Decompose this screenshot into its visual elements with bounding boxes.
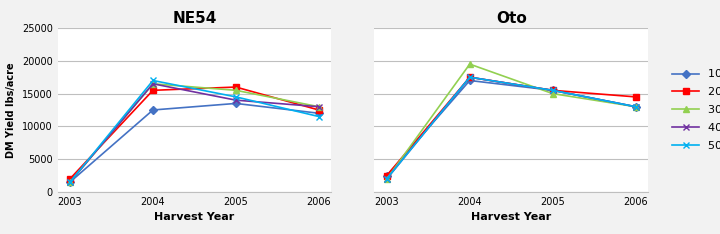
10 PLS <box>549 89 557 92</box>
Line: 40 PLS: 40 PLS <box>66 80 323 186</box>
50 PLS <box>148 79 157 82</box>
20 PLS <box>315 109 323 111</box>
30 PLS <box>232 89 240 92</box>
10 PLS <box>465 79 474 82</box>
50 PLS <box>631 105 640 108</box>
Title: NE54: NE54 <box>172 11 217 26</box>
20 PLS <box>232 86 240 88</box>
30 PLS <box>315 105 323 108</box>
Line: 50 PLS: 50 PLS <box>383 74 639 182</box>
10 PLS <box>315 112 323 115</box>
40 PLS <box>631 105 640 108</box>
10 PLS <box>631 105 640 108</box>
20 PLS <box>66 177 74 180</box>
10 PLS <box>382 174 391 177</box>
40 PLS <box>315 105 323 108</box>
40 PLS <box>382 177 391 180</box>
10 PLS <box>66 181 74 183</box>
40 PLS <box>148 82 157 85</box>
X-axis label: Harvest Year: Harvest Year <box>471 212 552 222</box>
30 PLS <box>382 177 391 180</box>
Line: 30 PLS: 30 PLS <box>383 61 639 182</box>
50 PLS <box>66 181 74 183</box>
30 PLS <box>66 181 74 183</box>
50 PLS <box>315 115 323 118</box>
Line: 20 PLS: 20 PLS <box>67 84 322 182</box>
50 PLS <box>465 76 474 79</box>
Line: 50 PLS: 50 PLS <box>66 77 323 186</box>
30 PLS <box>631 105 640 108</box>
Legend: 10 PLS, 20 PLS, 30 PLS, 40 PLS, 50 PLS: 10 PLS, 20 PLS, 30 PLS, 40 PLS, 50 PLS <box>667 65 720 155</box>
40 PLS <box>66 181 74 183</box>
10 PLS <box>148 109 157 111</box>
Line: 10 PLS: 10 PLS <box>384 78 639 178</box>
X-axis label: Harvest Year: Harvest Year <box>154 212 235 222</box>
50 PLS <box>382 177 391 180</box>
10 PLS <box>232 102 240 105</box>
30 PLS <box>148 82 157 85</box>
Line: 10 PLS: 10 PLS <box>67 101 322 185</box>
30 PLS <box>465 63 474 66</box>
20 PLS <box>148 89 157 92</box>
20 PLS <box>465 76 474 79</box>
50 PLS <box>232 95 240 98</box>
Line: 30 PLS: 30 PLS <box>66 80 323 186</box>
40 PLS <box>465 76 474 79</box>
20 PLS <box>382 174 391 177</box>
Y-axis label: DM Yield lbs/acre: DM Yield lbs/acre <box>6 62 17 158</box>
Line: 40 PLS: 40 PLS <box>383 74 639 182</box>
Line: 20 PLS: 20 PLS <box>384 74 639 178</box>
40 PLS <box>232 99 240 102</box>
30 PLS <box>549 92 557 95</box>
20 PLS <box>631 95 640 98</box>
20 PLS <box>549 89 557 92</box>
40 PLS <box>549 89 557 92</box>
Title: Oto: Oto <box>496 11 526 26</box>
50 PLS <box>549 89 557 92</box>
